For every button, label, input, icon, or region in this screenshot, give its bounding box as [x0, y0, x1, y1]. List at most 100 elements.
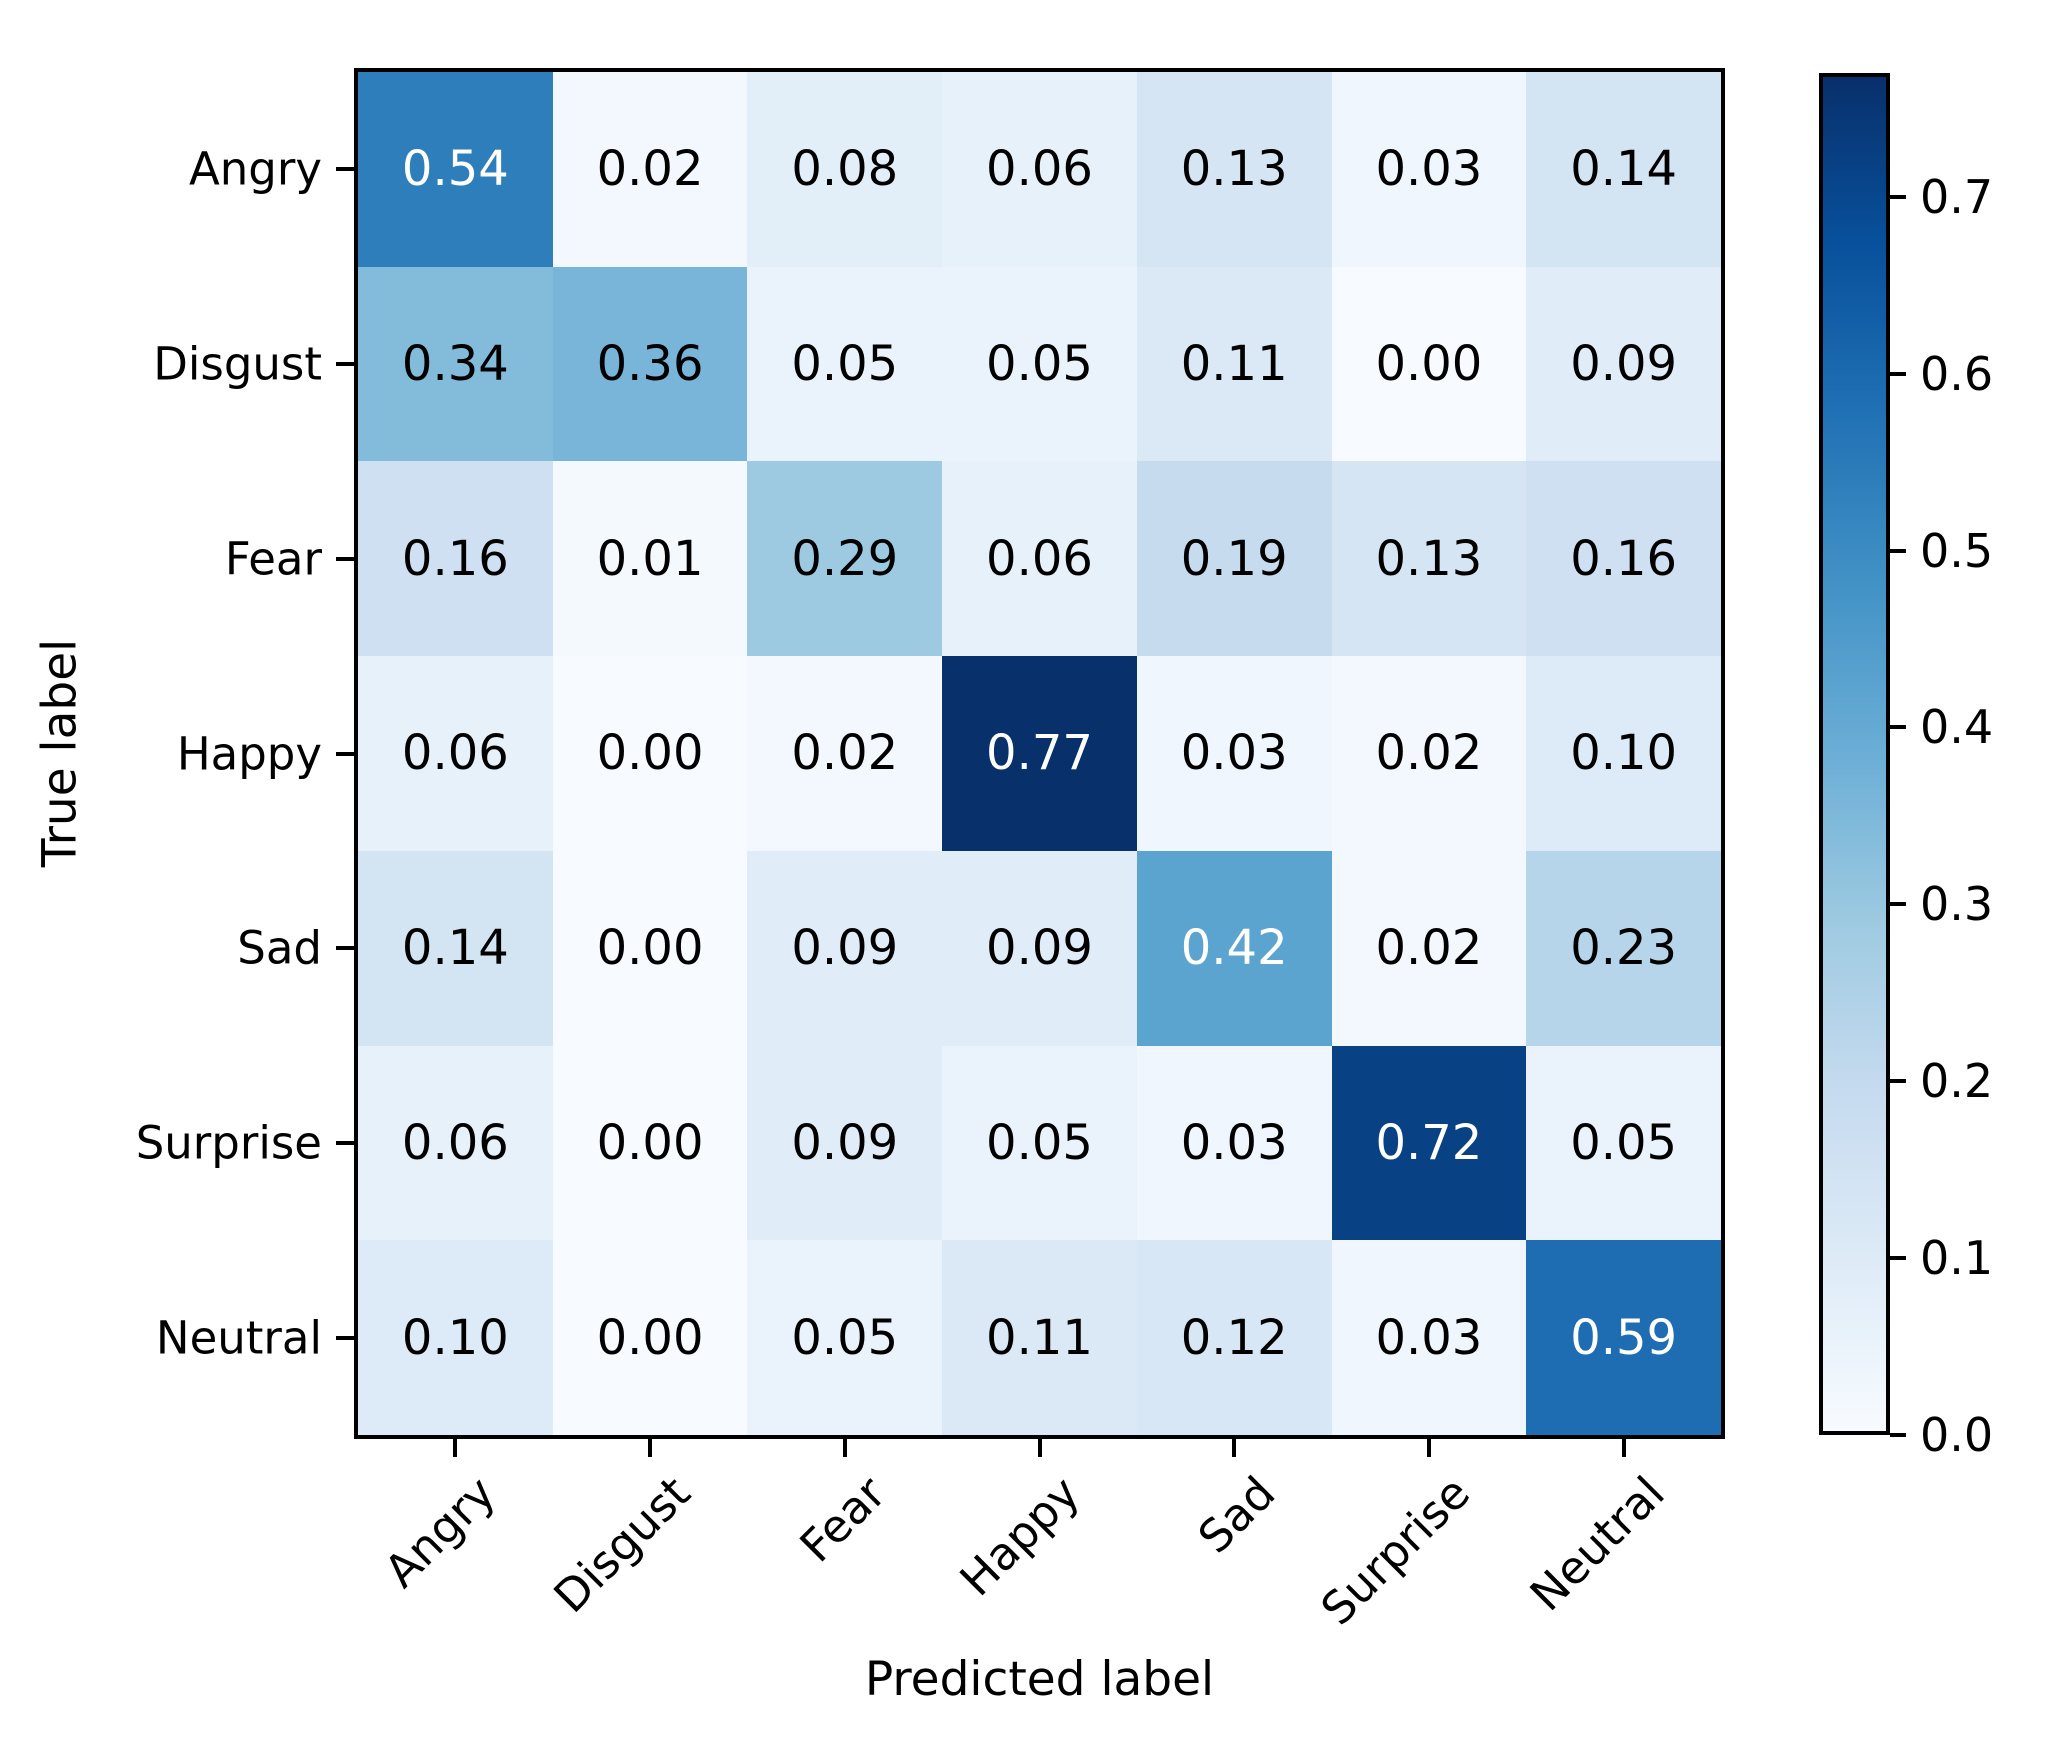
cell-value: 0.34: [401, 336, 509, 393]
cell-value: 0.03: [1375, 1309, 1483, 1366]
heatmap-cell: 0.09: [747, 1045, 943, 1241]
x-axis-title: Predicted label: [864, 1652, 1215, 1707]
cell-value: 0.03: [1180, 1114, 1288, 1171]
y-axis-tick: [336, 362, 354, 367]
y-tick-label: Surprise: [135, 1116, 322, 1170]
cell-value: 0.05: [1570, 1114, 1678, 1171]
cell-value: 0.77: [986, 725, 1093, 782]
cell-value: 0.03: [1375, 141, 1483, 198]
heatmap-cell: 0.29: [747, 461, 943, 657]
x-axis-tick: [1232, 1439, 1237, 1457]
heatmap-cell: 0.02: [747, 656, 943, 851]
cell-value: 0.06: [986, 141, 1093, 198]
cell-value: 0.02: [596, 141, 704, 198]
cell-value: 0.10: [1570, 725, 1678, 782]
cell-value: 0.09: [791, 1114, 899, 1171]
heatmap-cell: 0.09: [1526, 266, 1721, 462]
y-axis-tick: [336, 1140, 354, 1145]
heatmap-cell: 0.09: [942, 850, 1137, 1046]
cell-value: 0.06: [986, 530, 1093, 587]
heatmap-cell: 0.06: [358, 1045, 553, 1241]
x-axis-tick: [648, 1439, 653, 1457]
heatmap-cell: 0.36: [552, 266, 748, 462]
colorbar-gradient: [1823, 77, 1886, 1431]
cell-value: 0.19: [1180, 530, 1288, 587]
heatmap-cell: 0.14: [1526, 72, 1721, 267]
cell-value: 0.05: [791, 1309, 899, 1366]
cell-value: 0.00: [596, 1114, 704, 1171]
heatmap-cell: 0.05: [747, 266, 943, 462]
x-tick-label: Angry: [374, 1466, 507, 1598]
colorbar-tick: [1890, 194, 1906, 199]
cell-value: 0.02: [1375, 920, 1483, 977]
cell-value: 0.14: [401, 920, 509, 977]
x-tick-label: Happy: [950, 1466, 1091, 1607]
colorbar-tick: [1890, 1256, 1906, 1261]
y-axis-tick: [336, 167, 354, 172]
heatmap-cell: 0.05: [942, 1045, 1137, 1241]
heatmap-cell: 0.13: [1136, 72, 1332, 267]
colorbar-tick-label: 0.5: [1920, 523, 1994, 578]
cell-value: 0.02: [1375, 725, 1483, 782]
cell-value: 0.13: [1180, 141, 1288, 198]
heatmap-cell: 0.06: [942, 461, 1137, 657]
heatmap-cell: 0.77: [942, 656, 1137, 851]
colorbar-tick: [1890, 1433, 1906, 1437]
heatmap-cell: 0.05: [747, 1240, 943, 1435]
heatmap-cell: 0.06: [942, 72, 1137, 267]
heatmap-cell: 0.02: [1331, 656, 1527, 851]
y-tick-label: Neutral: [155, 1311, 322, 1365]
heatmap-cell: 0.03: [1136, 656, 1332, 851]
heatmap-cell: 0.05: [1526, 1045, 1721, 1241]
cell-value: 0.12: [1180, 1309, 1288, 1366]
heatmap-cell: 0.72: [1331, 1045, 1527, 1241]
heatmap-cell: 0.00: [552, 850, 748, 1046]
y-axis-tick: [336, 751, 354, 756]
y-axis-tick: [336, 1335, 354, 1340]
colorbar-tick-label: 0.1: [1920, 1231, 1994, 1286]
cell-value: 0.29: [791, 530, 899, 587]
colorbar-tick-label: 0.7: [1920, 169, 1994, 224]
y-tick-label: Sad: [237, 921, 322, 975]
x-axis-tick: [453, 1439, 458, 1457]
cell-value: 0.59: [1570, 1309, 1678, 1366]
cell-value: 0.11: [1180, 336, 1288, 393]
heatmap-cell: 0.03: [1331, 1240, 1527, 1435]
heatmap-cell: 0.10: [358, 1240, 553, 1435]
cell-value: 0.05: [986, 336, 1093, 393]
cell-value: 0.05: [986, 1114, 1093, 1171]
heatmap-cell: 0.00: [552, 656, 748, 851]
cell-value: 0.16: [1570, 530, 1678, 587]
cell-value: 0.13: [1375, 530, 1483, 587]
heatmap-cell: 0.23: [1526, 850, 1721, 1046]
colorbar-tick: [1890, 902, 1906, 907]
heatmap-cell: 0.05: [942, 266, 1137, 462]
y-tick-label: Fear: [224, 532, 322, 586]
heatmap-cell: 0.59: [1526, 1240, 1721, 1435]
colorbar-tick: [1890, 725, 1906, 730]
x-tick-label: Surprise: [1310, 1466, 1480, 1636]
heatmap-cell: 0.00: [552, 1240, 748, 1435]
y-tick-label: Happy: [176, 727, 322, 780]
cell-value: 0.00: [596, 725, 704, 782]
x-axis-tick: [842, 1439, 847, 1457]
cell-value: 0.09: [791, 920, 899, 977]
heatmap-cell: 0.03: [1331, 72, 1527, 267]
y-tick-label: Angry: [188, 142, 322, 196]
colorbar-tick-label: 0.0: [1920, 1408, 1994, 1462]
x-axis-tick: [1426, 1439, 1431, 1457]
heatmap-cell: 0.16: [1526, 461, 1721, 657]
heatmap-cell: 0.06: [358, 656, 553, 851]
cell-value: 0.00: [596, 920, 704, 977]
cell-value: 0.54: [401, 141, 509, 198]
heatmap-cell: 0.16: [358, 461, 553, 657]
heatmap-cell: 0.11: [942, 1240, 1137, 1435]
colorbar-tick: [1890, 548, 1906, 553]
heatmap-cell: 0.54: [358, 72, 553, 267]
cell-value: 0.09: [1570, 336, 1678, 393]
cell-value: 0.23: [1570, 920, 1678, 977]
y-axis-title: True label: [32, 638, 88, 868]
cell-value: 0.05: [791, 336, 899, 393]
heatmap-cell: 0.34: [358, 266, 553, 462]
